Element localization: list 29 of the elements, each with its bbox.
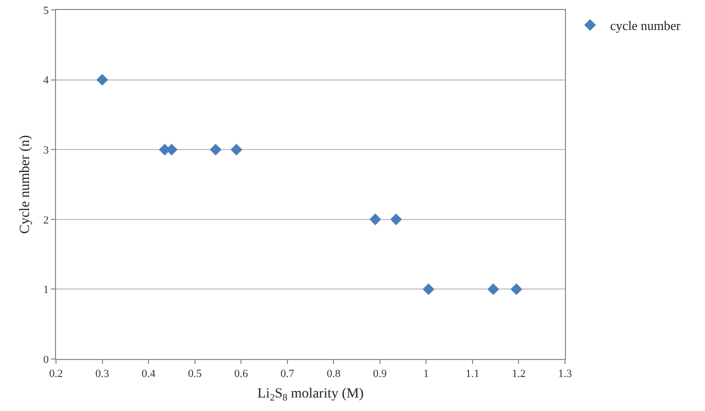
x-tick-label: 1.3 [558,368,572,380]
point [96,74,108,86]
y-axis-title: Cycle number (n) [18,134,33,234]
x-tick-label: 0.4 [142,368,156,380]
x-axis-title: Li$_{2}$S$_{8}$ molarity (M) [257,386,364,404]
point [422,283,434,296]
point [230,144,242,156]
point [369,214,382,226]
y-tick-label: 4 [43,74,50,87]
y-tick-label: 1 [43,284,49,296]
x-tick-label: 0.6 [234,368,248,380]
x-tick-label: 1.2 [512,368,526,380]
point [510,283,522,296]
x-tick-label: 0.5 [188,368,202,380]
x-tick-label: 1 [423,368,429,380]
x-tick-label: 0.2 [49,368,63,380]
y-tick-label: 0 [43,354,50,366]
legend-label: cycle number [610,18,682,34]
x-tick-label: 0.8 [326,368,342,380]
y-tick-label: 5 [43,4,50,17]
point [210,144,222,156]
point [487,283,500,296]
point [390,214,402,226]
y-tick-label: 3 [43,144,50,156]
x-tick-label: 0.9 [373,368,388,380]
x-tick-label: 0.3 [95,368,110,380]
y-tick-label: 2 [43,214,49,226]
x-tick-label: 1.1 [466,368,480,380]
x-tick-label: 0.7 [280,368,295,380]
